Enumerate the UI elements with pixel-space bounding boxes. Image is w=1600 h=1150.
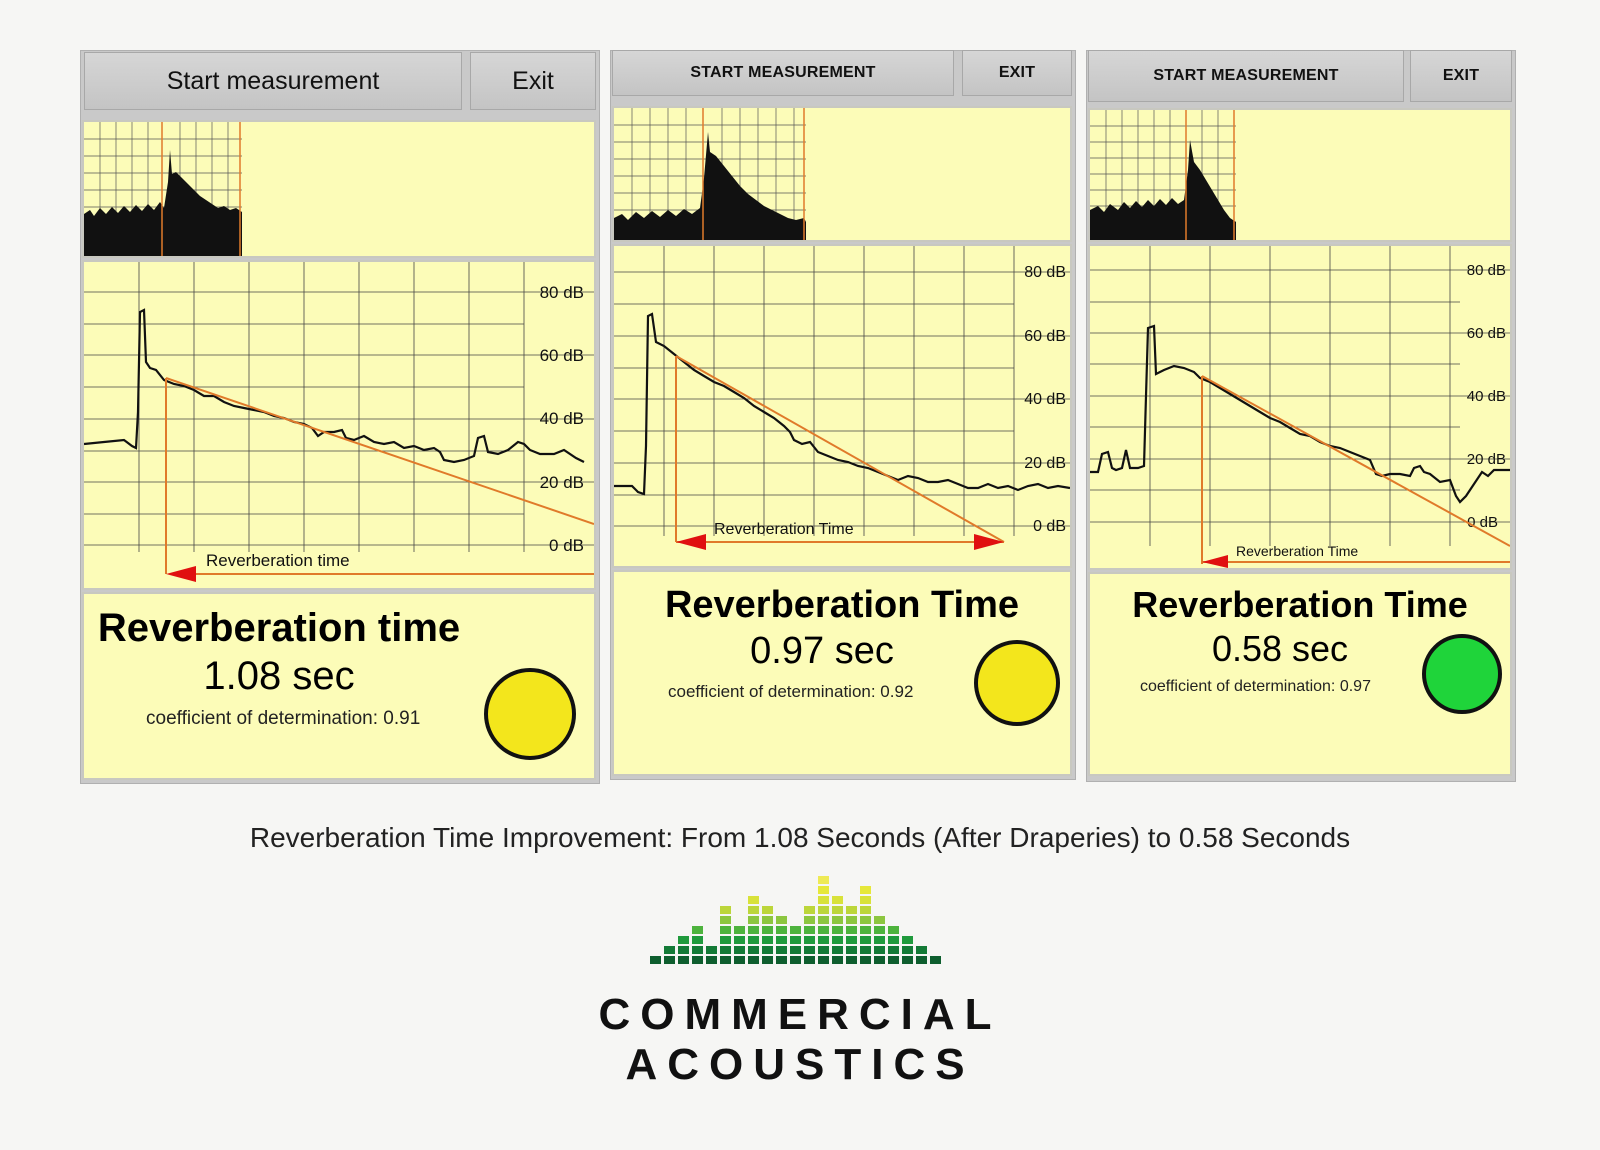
axis-label: 80 dB xyxy=(540,283,584,302)
axis-label: 20 dB xyxy=(1024,455,1066,472)
arrow-left-icon xyxy=(1202,555,1228,568)
arrow-left-icon xyxy=(166,566,196,582)
start-measurement-button[interactable]: START MEASUREMENT xyxy=(1088,50,1404,102)
caption: Reverberation Time Improvement: From 1.0… xyxy=(249,822,1351,853)
reverberation-arrow-label: Reverberation time xyxy=(206,551,350,570)
status-indicator-light xyxy=(974,640,1060,726)
decay-graph: 80 dB 60 dB 40 dB 20 dB 0 dB Reverberati… xyxy=(84,262,594,582)
axis-label: 80 dB xyxy=(1024,264,1066,281)
start-measurement-button[interactable]: Start measurement xyxy=(84,52,462,110)
decay-graph: 80 dB 60 dB 40 dB 20 dB 0 dB Reverberati… xyxy=(614,246,1070,550)
result-value: 0.97 sec xyxy=(750,630,894,672)
coefficient-text: coefficient of determination: 0.91 xyxy=(146,708,421,729)
decay-graph-screen: 80 dB 60 dB 40 dB 20 dB 0 dB Reverberati… xyxy=(82,260,596,590)
axis-label: 20 dB xyxy=(540,473,584,492)
decay-graph: 80 dB 60 dB 40 dB 20 dB 0 dB Reverberati… xyxy=(1090,246,1510,568)
status-indicator-light xyxy=(1422,634,1502,714)
exit-button[interactable]: Exit xyxy=(470,52,596,110)
axis-label: 20 dB xyxy=(1467,451,1506,468)
exit-button[interactable]: EXIT xyxy=(962,50,1072,96)
axis-label: 0 dB xyxy=(1033,518,1066,535)
logo-line-2: ACOUSTICS xyxy=(625,1040,975,1089)
impulse-thumbnail xyxy=(84,122,242,256)
axis-label: 80 dB xyxy=(1467,262,1506,279)
result-screen: Reverberation Time 0.97 sec coefficient … xyxy=(612,570,1072,776)
reverberation-arrow-label: Reverberation Time xyxy=(714,521,854,538)
result-title: Reverberation time xyxy=(97,606,461,650)
axis-label: 60 dB xyxy=(1467,325,1506,342)
logo-line-1: COMMERCIAL xyxy=(598,990,1002,1039)
coefficient-text: coefficient of determination: 0.97 xyxy=(1140,678,1371,695)
axis-label: 0 dB xyxy=(549,536,584,555)
impulse-thumbnail xyxy=(614,108,806,240)
result-value: 0.58 sec xyxy=(1211,628,1349,669)
impulse-thumbnail xyxy=(1090,110,1236,240)
thumbnail-screen xyxy=(82,120,596,258)
result-title: Reverberation Time xyxy=(1132,584,1468,625)
equalizer-logo-icon xyxy=(650,876,941,964)
axis-label: 40 dB xyxy=(540,409,584,428)
status-indicator-light xyxy=(484,668,576,760)
axis-label: 40 dB xyxy=(1024,391,1066,408)
thumbnail-screen xyxy=(1088,108,1512,242)
result-title: Reverberation Time xyxy=(664,584,1020,626)
reverberation-arrow-label: Reverberation Time xyxy=(1236,543,1358,559)
thumbnail-screen xyxy=(612,106,1072,242)
arrow-right-icon xyxy=(974,534,1004,550)
result-screen: Reverberation time 1.08 sec coefficient … xyxy=(82,592,596,780)
decay-graph-screen: 80 dB 60 dB 40 dB 20 dB 0 dB Reverberati… xyxy=(1088,244,1512,570)
decay-graph-screen: 80 dB 60 dB 40 dB 20 dB 0 dB Reverberati… xyxy=(612,244,1072,568)
axis-label: 0 dB xyxy=(1467,514,1498,531)
axis-label: 60 dB xyxy=(540,346,584,365)
start-measurement-button[interactable]: START MEASUREMENT xyxy=(612,50,954,96)
coefficient-text: coefficient of determination: 0.92 xyxy=(668,682,914,701)
axis-label: 60 dB xyxy=(1024,328,1066,345)
result-screen: Reverberation Time 0.58 sec coefficient … xyxy=(1088,572,1512,776)
axis-label: 40 dB xyxy=(1467,388,1506,405)
arrow-left-icon xyxy=(676,534,706,550)
exit-button[interactable]: EXIT xyxy=(1410,50,1512,102)
result-value: 1.08 sec xyxy=(203,654,355,698)
